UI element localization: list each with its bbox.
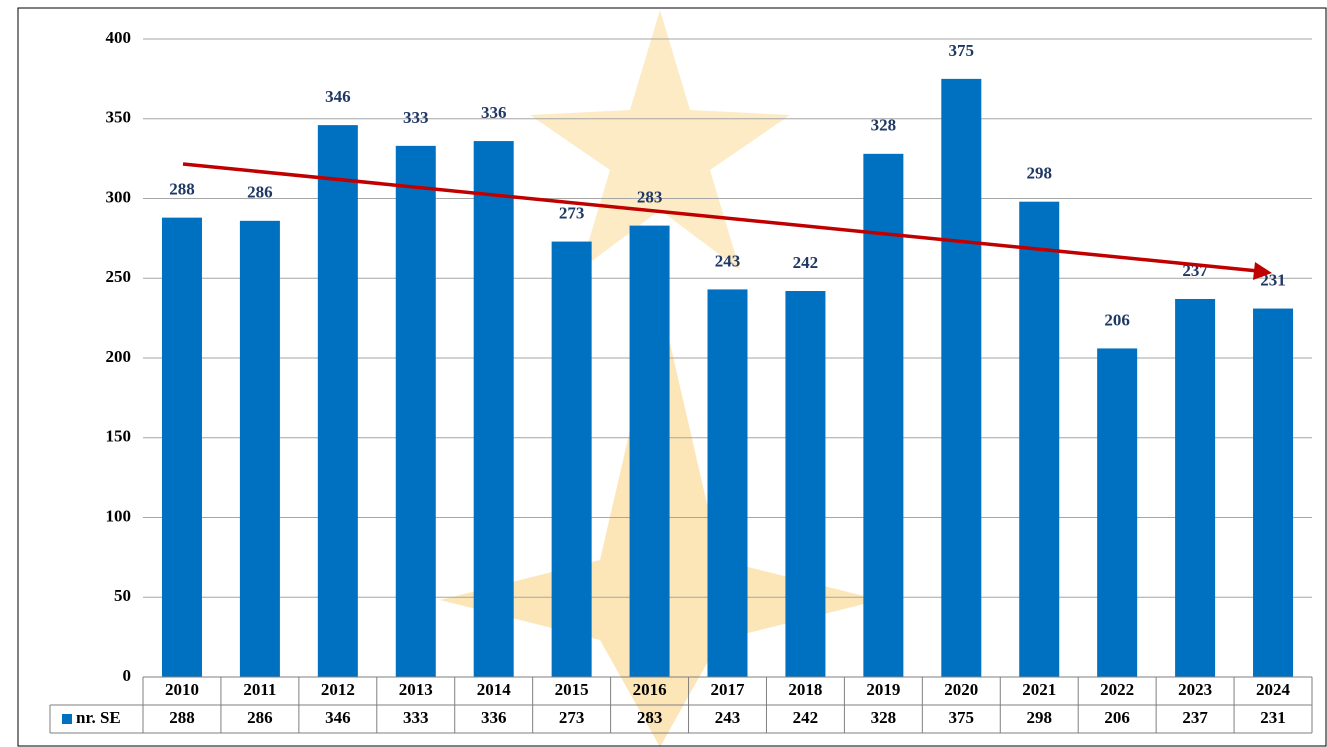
x-tick-label: 2014 bbox=[477, 680, 512, 699]
data-label: 346 bbox=[325, 87, 351, 106]
x-tick-label: 2023 bbox=[1178, 680, 1212, 699]
bar bbox=[1019, 201, 1060, 677]
data-label: 283 bbox=[637, 188, 663, 207]
y-tick-label: 0 bbox=[123, 666, 132, 685]
y-tick-label: 50 bbox=[114, 586, 131, 605]
frame bbox=[17, 7, 1327, 747]
table-value: 242 bbox=[793, 708, 819, 727]
table-value: 346 bbox=[325, 708, 351, 727]
bar bbox=[707, 289, 748, 677]
y-tick-label: 250 bbox=[106, 267, 132, 286]
x-tick-label: 2015 bbox=[555, 680, 589, 699]
table-value: 206 bbox=[1104, 708, 1130, 727]
table-value: 243 bbox=[715, 708, 741, 727]
x-tick-label: 2017 bbox=[711, 680, 746, 699]
bar bbox=[1253, 308, 1294, 677]
x-tick-label: 2013 bbox=[399, 680, 433, 699]
y-tick-label: 400 bbox=[106, 28, 132, 47]
bar bbox=[941, 78, 982, 677]
x-tick-label: 2018 bbox=[788, 680, 822, 699]
bar bbox=[1175, 298, 1216, 677]
data-label: 242 bbox=[793, 253, 819, 272]
watermark-star bbox=[530, 10, 790, 270]
bar bbox=[473, 141, 514, 677]
bar bbox=[317, 125, 358, 677]
plot: 0 50 100 150 200 250 300 350 400 288 2010 288 286 201… bbox=[49, 28, 1313, 734]
bar bbox=[239, 220, 280, 677]
bar bbox=[629, 225, 670, 678]
bar bbox=[551, 241, 592, 677]
table-value: 298 bbox=[1026, 708, 1052, 727]
table-value: 231 bbox=[1260, 708, 1286, 727]
data-label: 288 bbox=[169, 180, 195, 199]
data-label: 333 bbox=[403, 108, 429, 127]
x-tick-label: 2019 bbox=[866, 680, 900, 699]
bar bbox=[161, 217, 202, 677]
x-tick-label: 2012 bbox=[321, 680, 355, 699]
x-tick-label: 2022 bbox=[1100, 680, 1134, 699]
table-value: 328 bbox=[871, 708, 897, 727]
bar bbox=[1097, 348, 1138, 677]
table-value: 237 bbox=[1182, 708, 1208, 727]
data-label: 243 bbox=[715, 251, 741, 270]
x-tick-label: 2010 bbox=[165, 680, 199, 699]
table-value: 273 bbox=[559, 708, 585, 727]
y-tick-label: 300 bbox=[106, 187, 132, 206]
data-label: 328 bbox=[871, 116, 897, 135]
y-tick-label: 350 bbox=[106, 108, 132, 127]
table-value: 336 bbox=[481, 708, 507, 727]
legend-swatch bbox=[62, 714, 72, 724]
data-label: 273 bbox=[559, 203, 585, 222]
x-tick-label: 2021 bbox=[1022, 680, 1056, 699]
table-value: 286 bbox=[247, 708, 273, 727]
data-label: 298 bbox=[1026, 164, 1052, 183]
bar bbox=[785, 291, 826, 677]
table-value: 288 bbox=[169, 708, 195, 727]
x-tick-label: 2024 bbox=[1256, 680, 1291, 699]
x-tick-label: 2011 bbox=[243, 680, 276, 699]
x-tick-label: 2020 bbox=[944, 680, 978, 699]
table-value: 283 bbox=[637, 708, 663, 727]
data-label: 375 bbox=[949, 41, 975, 60]
trend-arrow bbox=[182, 162, 1259, 273]
y-tick-label: 200 bbox=[106, 347, 132, 366]
data-label: 206 bbox=[1104, 310, 1130, 329]
table-value: 333 bbox=[403, 708, 429, 727]
table-value: 375 bbox=[949, 708, 975, 727]
x-tick-label: 2016 bbox=[633, 680, 667, 699]
bar bbox=[863, 153, 904, 678]
y-tick-label: 150 bbox=[106, 427, 132, 446]
y-tick-label: 100 bbox=[106, 506, 132, 525]
data-label: 231 bbox=[1260, 270, 1286, 289]
bar bbox=[395, 145, 436, 678]
data-label: 336 bbox=[481, 103, 507, 122]
legend-label: nr. SE bbox=[76, 708, 121, 727]
data-label: 286 bbox=[247, 183, 273, 202]
trend-arrow-head bbox=[1253, 262, 1272, 280]
